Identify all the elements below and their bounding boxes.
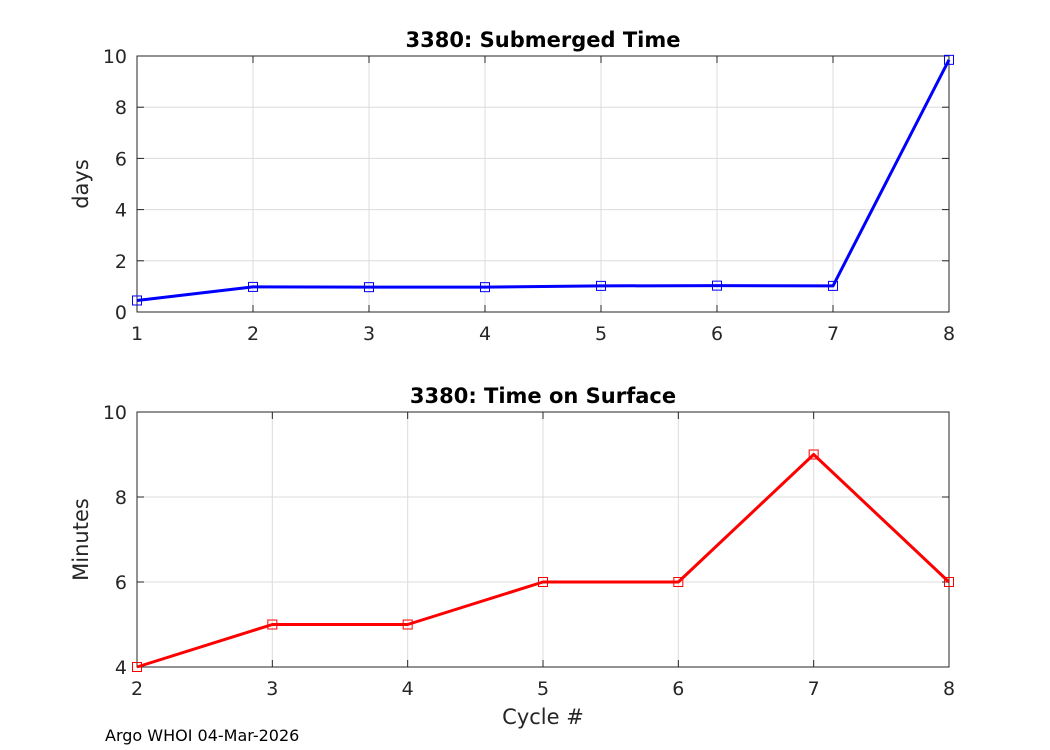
data-point (673, 577, 684, 587)
chart-title: 3380: Time on Surface (410, 384, 676, 408)
data-point (712, 280, 722, 291)
x-tick-label: 5 (537, 678, 549, 700)
x-tick-label: 5 (595, 323, 607, 345)
y-tick-label: 10 (103, 402, 127, 424)
data-point (267, 619, 278, 630)
data-point (538, 577, 548, 587)
x-tick-label: 8 (943, 323, 955, 345)
x-tick-label: 4 (402, 678, 414, 700)
axes-frame (136, 55, 950, 313)
chart-title: 3380: Submerged Time (405, 28, 680, 52)
x-tick-label: 4 (479, 323, 491, 345)
surface-time-plot: 2 3 4 5 6 7 8 4 6 8 10 3380: Time on Surface Minutes… (69, 384, 955, 729)
y-axis-label: days (69, 159, 93, 209)
data-point (402, 619, 413, 630)
data-point (248, 281, 258, 292)
y-tick-label: 8 (115, 487, 127, 509)
y-tick-label: 6 (115, 148, 127, 170)
data-point (480, 282, 490, 293)
series-line (136, 453, 951, 669)
x-tick-label: 2 (247, 323, 259, 345)
data-point (596, 280, 606, 291)
data-point (944, 577, 954, 587)
x-tick-label: 1 (131, 323, 143, 345)
footer-credit: Argo WHOI 04-Mar-2026 (105, 726, 299, 745)
submerged-time-plot: 1 2 3 4 5 6 7 8 0 2 4 6 8 10 3380: Submerged Time days (69, 28, 955, 345)
y-tick-label: 4 (115, 657, 127, 679)
y-tick-label: 2 (115, 251, 127, 273)
data-point (132, 662, 142, 672)
x-tick-label: 6 (711, 323, 723, 345)
x-tick-label: 2 (131, 678, 143, 700)
y-tick-label: 4 (115, 200, 127, 222)
y-tick-label: 10 (103, 46, 127, 68)
data-point (364, 282, 374, 293)
x-tick-label: 7 (808, 678, 820, 700)
data-point (132, 295, 142, 306)
y-tick-label: 0 (115, 302, 127, 324)
data-point (944, 54, 954, 65)
y-tick-label: 6 (115, 572, 127, 594)
x-axis-label: Cycle # (502, 705, 584, 729)
data-point (828, 280, 838, 291)
x-tick-label: 6 (672, 678, 684, 700)
y-axis-label: Minutes (69, 498, 93, 581)
plot-area (137, 56, 949, 312)
y-tick-label: 8 (115, 97, 127, 119)
x-tick-label: 8 (943, 678, 955, 700)
x-tick-label: 3 (363, 323, 375, 345)
series-line (136, 59, 951, 302)
x-tick-label: 7 (827, 323, 839, 345)
x-tick-label: 3 (266, 678, 278, 700)
data-point (808, 449, 819, 460)
